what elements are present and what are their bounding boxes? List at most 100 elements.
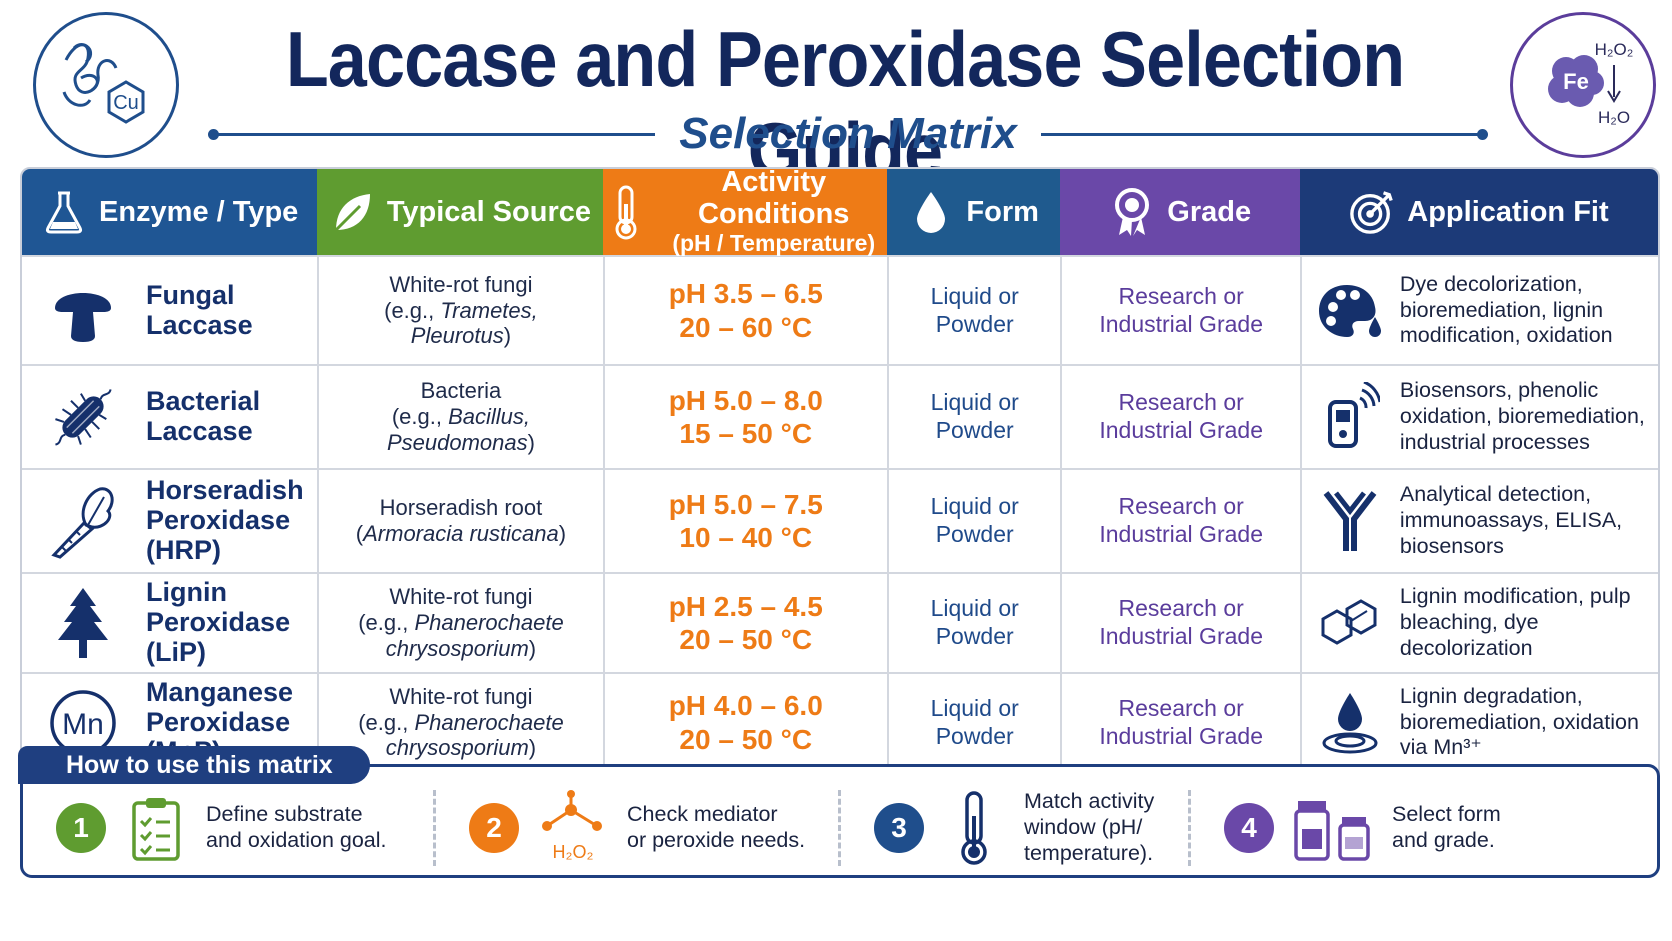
column-header-conditions: Activity Conditions (pH / Temperature) <box>602 169 887 257</box>
grade-text: Research or <box>1118 595 1244 622</box>
temperature-range: 20 – 60 °C <box>679 311 813 343</box>
form-cell: Liquid or Powder <box>886 574 1061 672</box>
column-header-label: Grade <box>1167 195 1252 228</box>
column-header-form: Form <box>886 169 1061 255</box>
conditions-cell: pH 3.5 – 6.5 20 – 60 °C <box>602 257 887 364</box>
table-row: Lignin Peroxidase (LiP) White-rot fungi … <box>22 572 1658 672</box>
column-header-label: Form <box>966 195 1039 228</box>
page-subtitle: Selection Matrix <box>679 109 1017 158</box>
how-to-use-title: How to use this matrix <box>18 746 370 784</box>
thermometer-icon <box>603 185 649 240</box>
form-text: Powder <box>935 722 1014 749</box>
source-text: ) <box>558 521 567 546</box>
lignin-ring-icon <box>1314 587 1386 659</box>
mushroom-icon <box>38 271 128 351</box>
temperature-range: 20 – 50 °C <box>679 624 813 655</box>
column-header-enzyme: Enzyme / Type <box>22 169 318 255</box>
step-text: Match activity <box>1024 789 1155 814</box>
conditions-cell: pH 2.5 – 4.5 20 – 50 °C <box>602 574 887 672</box>
form-cell: Liquid or Powder <box>886 674 1061 771</box>
grade-text: Industrial Grade <box>1099 623 1263 649</box>
source-cell: White-rot fungi (e.g., Trametes, Pleurot… <box>317 257 602 364</box>
application-text: Analytical detection, immunoassays, ELIS… <box>1399 482 1623 558</box>
grade-cell: Research or Industrial Grade <box>1060 674 1299 771</box>
enzyme-cell: Bacterial Laccase <box>22 366 317 468</box>
column-header-label: Enzyme / Type <box>98 195 299 228</box>
source-cell: White-rot fungi (e.g., Phanerochaete chr… <box>317 674 602 771</box>
application-cell: Dye decolorization, bioremediation, lign… <box>1299 257 1658 364</box>
ph-range: pH 3.5 – 6.5 <box>668 278 823 310</box>
grade-cell: Research or Industrial Grade <box>1060 574 1299 672</box>
target-icon <box>1349 189 1395 235</box>
selection-matrix-table: Enzyme / Type Typical Source Activity Co… <box>20 167 1660 781</box>
source-species: Armoracia rusticana <box>363 521 559 546</box>
grade-cell: Research or Industrial Grade <box>1060 257 1299 364</box>
conditions-cell: pH 4.0 – 6.0 20 – 50 °C <box>602 674 887 771</box>
application-text: Biosensors, phenolic oxidation, bioremed… <box>1399 378 1645 454</box>
droplet-icon <box>908 189 954 235</box>
source-text: Bacteria <box>420 378 502 404</box>
source-text: Horseradish root <box>379 495 543 521</box>
table-row: Horseradish Peroxidase (HRP) Horseradish… <box>22 468 1658 572</box>
source-cell: Horseradish root (Armoracia rusticana) <box>317 470 602 572</box>
source-species: chrysosporium <box>385 735 529 761</box>
how-to-steps: 1 Define substrate and oxidation goal. 2 … <box>20 780 1660 876</box>
logo-h2o2-label: H₂O₂ <box>1595 40 1634 59</box>
conditions-cell: pH 5.0 – 8.0 15 – 50 °C <box>602 366 887 468</box>
enzyme-name: Fungal Laccase <box>146 279 253 340</box>
form-cell: Liquid or Powder <box>886 366 1061 468</box>
thermometer-icon <box>942 791 1006 865</box>
vials-icon <box>1292 792 1374 864</box>
logo-cu-label: Cu <box>113 92 139 114</box>
temperature-range: 20 – 50 °C <box>679 723 813 755</box>
ph-range: pH 5.0 – 7.5 <box>668 488 823 520</box>
step-number: 3 <box>874 803 924 853</box>
form-text: Powder <box>935 623 1014 649</box>
left-logo: Cu <box>33 12 179 158</box>
step-text: and oxidation goal. <box>206 828 387 852</box>
form-text: Liquid or <box>930 282 1019 309</box>
ph-range: pH 4.0 – 6.0 <box>668 690 823 722</box>
leaf-icon <box>329 189 375 235</box>
step-text: temperature). <box>1024 840 1154 865</box>
subtitle-divider-left <box>207 128 656 140</box>
biosensor-icon <box>1314 381 1386 453</box>
application-text: Lignin modification, pulp bleaching, dye… <box>1399 584 1631 660</box>
column-header-grade: Grade <box>1060 169 1300 255</box>
checklist-icon <box>124 792 188 864</box>
grade-text: Industrial Grade <box>1099 310 1263 337</box>
form-text: Liquid or <box>930 595 1019 622</box>
column-header-sublabel: (pH / Temperature) <box>672 230 876 257</box>
application-cell: Lignin modification, pulp bleaching, dye… <box>1299 574 1658 672</box>
source-species: Pseudomonas <box>386 429 528 455</box>
source-text: (e.g., <box>384 297 441 323</box>
source-text: ) <box>528 735 537 761</box>
column-header-application: Application Fit <box>1299 169 1658 255</box>
step-text: and grade. <box>1392 828 1495 852</box>
source-cell: White-rot fungi (e.g., Phanerochaete chr… <box>317 574 602 672</box>
temperature-range: 15 – 50 °C <box>679 418 813 449</box>
source-text: ) <box>503 323 512 349</box>
water-drop-ripple-icon <box>1314 687 1386 759</box>
step-text: Check mediator <box>627 802 778 827</box>
antibody-icon <box>1314 485 1386 557</box>
application-text: Dye decolorization, bioremediation, lign… <box>1399 271 1613 348</box>
application-cell: Analytical detection, immunoassays, ELIS… <box>1299 470 1658 572</box>
step-1: 1 Define substrate and oxidation goal. <box>20 780 433 876</box>
bacterium-icon <box>38 377 128 457</box>
source-text: White-rot fungi <box>389 584 533 610</box>
subtitle-row: Selection Matrix <box>207 108 1489 160</box>
source-species: Phanerochaete <box>414 610 564 636</box>
grade-text: Research or <box>1118 493 1244 520</box>
grade-text: Industrial Grade <box>1099 722 1263 749</box>
step-text: Select form <box>1392 802 1501 827</box>
iron-peroxide-icon: Fe H₂O₂ H₂O <box>1548 40 1634 127</box>
enzyme-name: Bacterial Laccase <box>146 386 261 446</box>
grade-cell: Research or Industrial Grade <box>1060 366 1299 468</box>
form-text: Powder <box>935 521 1014 547</box>
logo-fe-label: Fe <box>1563 69 1589 94</box>
right-logo: Fe H₂O₂ H₂O <box>1510 12 1656 158</box>
application-cell: Lignin degradation, bioremediation, oxid… <box>1299 674 1658 771</box>
step-3: 3 Match activity window (pH/temperature). <box>838 780 1188 876</box>
source-text: ) <box>527 429 535 455</box>
